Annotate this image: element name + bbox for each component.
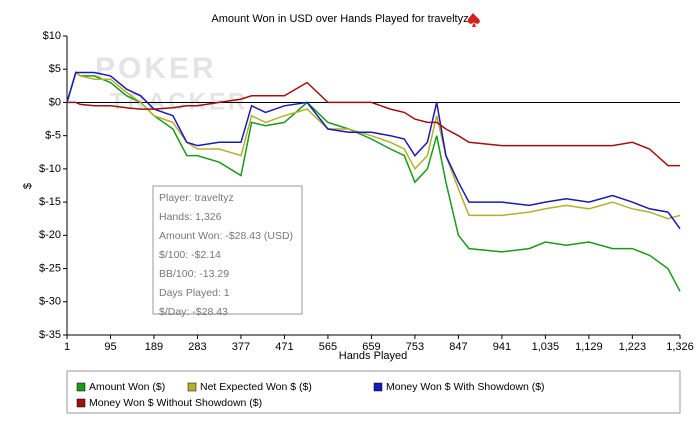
y-tick-label: $-5	[45, 130, 61, 142]
x-tick-label: 1,035	[532, 341, 560, 353]
y-tick-label: $-35	[39, 329, 61, 341]
legend-label: Money Won $ With Showdown ($)	[386, 381, 545, 393]
y-tick-label: $-15	[39, 196, 61, 208]
x-tick-label: 1,129	[575, 341, 603, 353]
x-tick-label: 941	[493, 341, 511, 353]
info-text: $/Day: -$28.43	[159, 306, 228, 318]
y-tick-label: $0	[49, 96, 61, 108]
y-tick-label: $-10	[39, 163, 61, 175]
x-tick-label: 471	[275, 341, 293, 353]
x-tick-label: 95	[104, 341, 116, 353]
y-tick-label: $5	[49, 63, 61, 75]
series-line	[66, 71, 681, 230]
info-box	[152, 185, 303, 315]
y-tick-label: $-25	[39, 262, 61, 274]
x-tick-label: 565	[319, 341, 337, 353]
x-tick-label: 283	[188, 341, 206, 353]
watermark: POKER	[95, 52, 217, 85]
x-axis-label: Hands Played	[339, 350, 408, 362]
y-axis-label: $	[22, 183, 34, 189]
y-tick-label: $-30	[39, 296, 61, 308]
y-tick-label: $10	[43, 30, 61, 42]
x-tick-label: 847	[449, 341, 467, 353]
legend-label: Net Expected Won $ ($)	[200, 381, 312, 393]
x-tick-label: 659	[362, 341, 380, 353]
x-tick-label: 1,326	[666, 341, 694, 353]
legend-box	[66, 370, 681, 414]
chart-title: Amount Won in USD over Hands Played for …	[211, 13, 468, 25]
info-text: Player: traveltyz	[159, 192, 234, 204]
info-text: Days Played: 1	[159, 287, 230, 299]
legend-label: Amount Won ($)	[89, 381, 165, 393]
legend-swatch	[373, 382, 383, 392]
x-tick-label: 753	[406, 341, 424, 353]
legend-swatch	[187, 382, 197, 392]
series-line	[67, 81, 680, 167]
legend-swatch	[76, 398, 86, 408]
info-text: $/100: -$2.14	[159, 249, 221, 261]
x-tick-label: 377	[232, 341, 250, 353]
legend-label: Money Won $ Without Showdown ($)	[89, 397, 262, 409]
info-text: Hands: 1,326	[159, 211, 222, 223]
spade-icon	[467, 13, 480, 27]
y-tick-label: $-20	[39, 229, 61, 241]
legend-swatch	[76, 382, 86, 392]
info-text: Amount Won: -$28.43 (USD)	[159, 230, 293, 242]
x-tick-label: 1,223	[619, 341, 647, 353]
x-tick-label: 1	[64, 341, 70, 353]
info-text: BB/100: -13.29	[159, 268, 229, 280]
x-tick-label: 189	[145, 341, 163, 353]
